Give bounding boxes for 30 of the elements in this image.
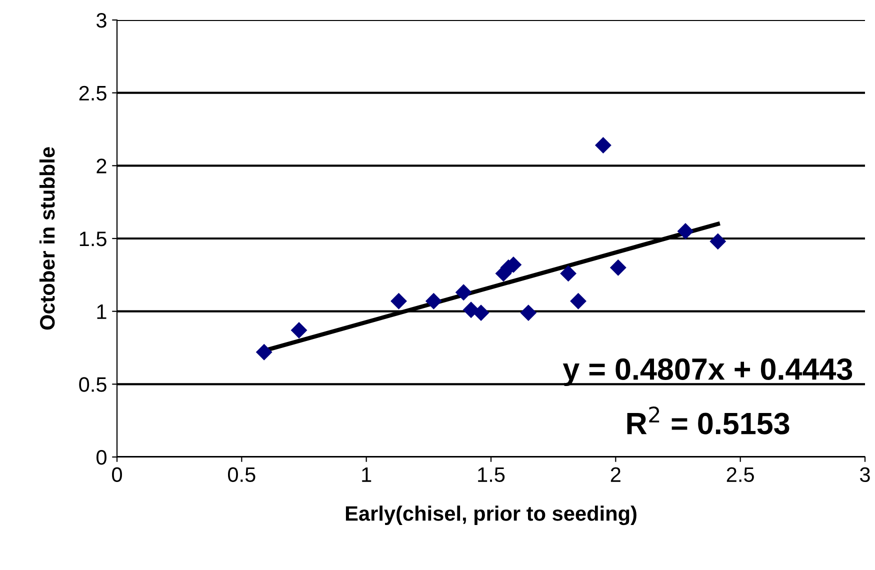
point: [710, 233, 726, 250]
x-tick-label: 1: [362, 467, 372, 482]
x-tick-label: 2.5: [726, 467, 754, 482]
point: [472, 304, 490, 322]
point: [560, 265, 577, 282]
point: [425, 292, 442, 310]
x-tick-label: 1.5: [478, 467, 505, 482]
x-tick-label: 0.5: [228, 467, 256, 482]
point: [520, 304, 537, 322]
point: [677, 223, 694, 240]
y-tick-label: 1: [97, 304, 106, 319]
y-axis-title: October in stubble: [39, 147, 55, 330]
point: [610, 259, 626, 276]
point: [594, 137, 612, 154]
y-tick-label: 3: [96, 13, 106, 28]
point: [290, 322, 308, 338]
x-axis-title: Early(chisel, prior to seeding): [346, 506, 636, 526]
x-tick-label: 3: [860, 467, 870, 482]
y-tick-label: 2.5: [79, 86, 106, 101]
point: [256, 344, 272, 360]
point: [390, 292, 407, 310]
y-tick-label: 0.5: [79, 377, 106, 392]
x-tick-label: 2: [610, 467, 620, 482]
point: [455, 284, 472, 301]
y-tick-label: 1.5: [80, 232, 106, 246]
point: [570, 292, 586, 310]
annotation: R$^{2}$ = 0.5153: [627, 406, 790, 434]
y-tick-label: 2: [96, 158, 106, 174]
x-tick-label: 0: [112, 467, 122, 482]
y-tick-label: 0: [96, 450, 106, 465]
